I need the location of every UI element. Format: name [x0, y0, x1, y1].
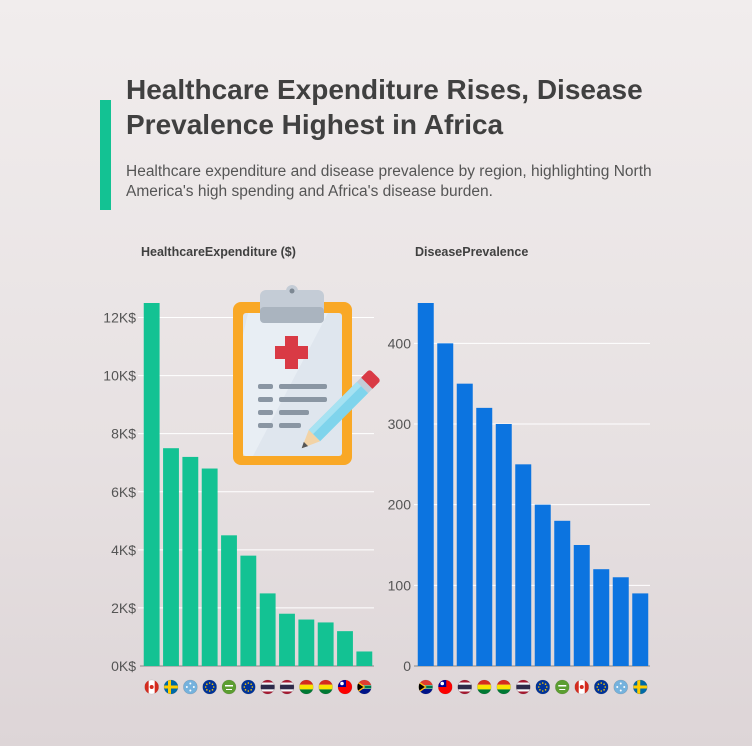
flag-thailand-icon	[260, 679, 275, 695]
expenditure-bar	[337, 631, 353, 666]
expenditure-chart: 0K$ 2K$ 4K$ 6K$ 8K$ 10K$ 12K$	[103, 303, 374, 695]
expenditure-ytick-label: 8K$	[111, 426, 136, 442]
expenditure-bar	[356, 651, 373, 666]
expenditure-bar	[163, 448, 179, 666]
flag-taiwan-icon	[337, 679, 353, 695]
flag-eu-icon	[241, 679, 256, 695]
expenditure-ytick-label: 0K$	[111, 658, 136, 674]
flag-sweden-icon	[163, 679, 179, 695]
flag-eu-icon	[593, 679, 609, 695]
flag-bolivia-icon	[496, 679, 512, 695]
flag-canada-icon	[574, 679, 590, 695]
flag-eu-icon	[535, 679, 551, 695]
expenditure-bar	[298, 619, 315, 666]
flag-south-africa-icon	[418, 679, 434, 695]
flag-south-africa-icon	[357, 679, 372, 695]
prevalence-ytick-label: 400	[388, 335, 412, 351]
expenditure-chart-title: HealthcareExpenditure ($)	[141, 245, 296, 259]
expenditure-ytick-label: 2K$	[111, 600, 136, 616]
prevalence-chart-title: DiseasePrevalence	[415, 245, 529, 259]
flag-eu-icon	[202, 679, 217, 695]
expenditure-bar	[221, 535, 237, 666]
prevalence-bar	[612, 577, 629, 666]
title-accent-bar	[100, 100, 111, 210]
prevalence-chart: 0 100 200 300 400	[388, 303, 650, 695]
prevalence-bar	[515, 464, 532, 666]
flag-micronesia-icon	[183, 679, 198, 695]
prevalence-bar	[456, 383, 473, 666]
flag-bolivia-icon	[318, 679, 333, 695]
flag-thailand-icon	[457, 679, 473, 695]
prevalence-ytick-label: 100	[388, 577, 412, 593]
expenditure-ytick-label: 12K$	[103, 310, 136, 326]
prevalence-bar	[495, 424, 512, 666]
flag-saudi-arabia-icon	[221, 679, 237, 695]
flag-sweden-icon	[632, 679, 648, 695]
expenditure-bar	[182, 456, 199, 666]
expenditure-bar	[143, 303, 160, 666]
prevalence-bar	[437, 343, 454, 666]
prevalence-bar	[593, 569, 610, 666]
prevalence-bar	[476, 407, 493, 666]
prevalence-bar	[534, 504, 551, 666]
expenditure-ytick-label: 10K$	[103, 368, 136, 384]
flag-canada-icon	[144, 679, 159, 695]
clipboard-medical-icon	[233, 285, 380, 465]
prevalence-bar	[554, 520, 571, 666]
expenditure-bar	[201, 468, 218, 666]
expenditure-bar	[279, 613, 295, 666]
page-title: Healthcare Expenditure Rises, Disease Pr…	[126, 74, 643, 140]
flag-saudi-arabia-icon	[554, 679, 570, 695]
flag-thailand-icon	[515, 679, 531, 695]
flag-taiwan-icon	[437, 679, 453, 695]
flag-bolivia-icon	[299, 679, 314, 695]
expenditure-bar	[240, 555, 257, 666]
prevalence-bar	[632, 593, 649, 666]
prevalence-bar	[573, 545, 590, 666]
prevalence-ytick-label: 300	[388, 416, 412, 432]
prevalence-ytick-label: 0	[403, 658, 411, 674]
flag-micronesia-icon	[613, 679, 629, 695]
expenditure-ytick-label: 6K$	[111, 484, 136, 500]
expenditure-bar	[317, 622, 334, 666]
expenditure-ytick-label: 4K$	[111, 542, 136, 558]
flag-bolivia-icon	[476, 679, 492, 695]
flag-thailand-icon	[279, 679, 295, 695]
prevalence-bar	[417, 303, 434, 666]
prevalence-ytick-label: 200	[388, 497, 412, 513]
expenditure-bar	[259, 593, 276, 666]
page-subtitle: Healthcare expenditure and disease preva…	[126, 163, 652, 200]
